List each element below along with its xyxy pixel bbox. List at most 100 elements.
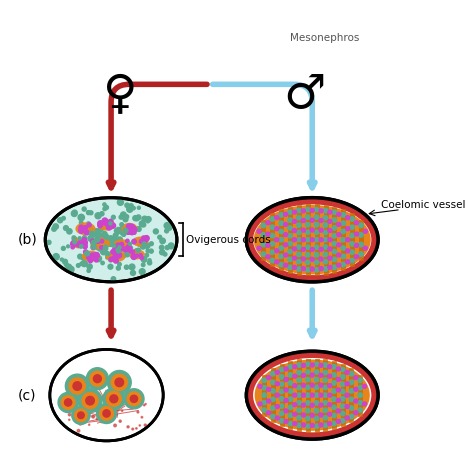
Circle shape xyxy=(323,259,328,264)
Circle shape xyxy=(328,238,332,242)
Circle shape xyxy=(101,234,104,237)
Circle shape xyxy=(301,374,306,377)
Circle shape xyxy=(341,254,346,259)
Circle shape xyxy=(109,222,112,225)
Circle shape xyxy=(109,219,113,224)
Circle shape xyxy=(288,257,292,262)
Circle shape xyxy=(346,238,350,242)
Circle shape xyxy=(92,242,97,247)
Circle shape xyxy=(323,267,328,271)
Circle shape xyxy=(341,262,346,267)
Circle shape xyxy=(314,215,319,219)
Circle shape xyxy=(319,209,323,213)
Text: Mesonephros: Mesonephros xyxy=(290,33,360,43)
Circle shape xyxy=(130,227,134,231)
Circle shape xyxy=(292,219,297,223)
Circle shape xyxy=(81,238,87,244)
Circle shape xyxy=(293,422,297,426)
Circle shape xyxy=(332,397,337,401)
Circle shape xyxy=(78,214,84,220)
Circle shape xyxy=(332,413,337,418)
Circle shape xyxy=(102,224,107,228)
Circle shape xyxy=(306,385,310,390)
Ellipse shape xyxy=(246,198,378,282)
Circle shape xyxy=(301,423,306,427)
Circle shape xyxy=(78,395,80,397)
Circle shape xyxy=(86,210,91,215)
Circle shape xyxy=(301,209,305,213)
Circle shape xyxy=(358,385,363,390)
Circle shape xyxy=(328,210,332,214)
Circle shape xyxy=(279,404,284,409)
Circle shape xyxy=(340,367,345,372)
Circle shape xyxy=(319,228,323,232)
Circle shape xyxy=(119,242,124,246)
Circle shape xyxy=(279,229,283,234)
Circle shape xyxy=(113,236,117,240)
Circle shape xyxy=(121,246,125,251)
Circle shape xyxy=(319,266,323,271)
Circle shape xyxy=(110,395,118,403)
Circle shape xyxy=(319,413,323,417)
Circle shape xyxy=(314,416,319,421)
Circle shape xyxy=(297,370,301,375)
Circle shape xyxy=(275,382,279,386)
Circle shape xyxy=(141,240,145,244)
Circle shape xyxy=(328,228,332,233)
Circle shape xyxy=(139,425,140,426)
Circle shape xyxy=(332,381,337,385)
Circle shape xyxy=(346,260,350,264)
Circle shape xyxy=(95,244,101,250)
Circle shape xyxy=(144,404,145,406)
Circle shape xyxy=(124,265,128,269)
Circle shape xyxy=(83,244,87,249)
Circle shape xyxy=(364,246,367,250)
Circle shape xyxy=(279,382,284,386)
Circle shape xyxy=(80,262,83,265)
Circle shape xyxy=(137,411,139,413)
Text: Coelomic vessel: Coelomic vessel xyxy=(381,200,465,210)
Circle shape xyxy=(141,223,146,227)
Circle shape xyxy=(104,251,109,255)
Circle shape xyxy=(314,245,319,249)
Circle shape xyxy=(337,367,340,371)
Circle shape xyxy=(112,244,116,247)
Circle shape xyxy=(95,238,98,241)
Circle shape xyxy=(301,247,305,251)
Circle shape xyxy=(332,249,337,254)
Circle shape xyxy=(127,426,129,428)
Circle shape xyxy=(314,377,319,382)
Circle shape xyxy=(319,383,323,387)
Circle shape xyxy=(75,409,87,421)
Circle shape xyxy=(310,257,314,261)
Circle shape xyxy=(341,237,346,242)
Circle shape xyxy=(328,422,332,426)
Circle shape xyxy=(132,428,134,430)
Circle shape xyxy=(288,389,293,393)
Circle shape xyxy=(104,221,108,225)
Circle shape xyxy=(73,210,77,215)
Circle shape xyxy=(297,208,301,213)
Circle shape xyxy=(109,254,114,259)
Circle shape xyxy=(306,215,310,219)
Circle shape xyxy=(266,399,271,403)
Circle shape xyxy=(314,267,319,272)
Circle shape xyxy=(69,419,70,420)
Circle shape xyxy=(328,383,332,388)
Circle shape xyxy=(306,267,310,272)
Circle shape xyxy=(310,267,314,271)
Circle shape xyxy=(293,412,297,416)
Circle shape xyxy=(113,246,118,251)
Circle shape xyxy=(132,207,135,210)
Circle shape xyxy=(310,373,314,377)
Circle shape xyxy=(88,236,94,241)
Circle shape xyxy=(283,233,288,237)
Circle shape xyxy=(89,211,93,215)
Circle shape xyxy=(110,401,111,402)
Circle shape xyxy=(297,408,301,412)
Circle shape xyxy=(275,260,279,264)
Circle shape xyxy=(139,221,145,227)
Circle shape xyxy=(131,252,137,258)
Circle shape xyxy=(79,228,84,233)
Circle shape xyxy=(146,249,149,253)
